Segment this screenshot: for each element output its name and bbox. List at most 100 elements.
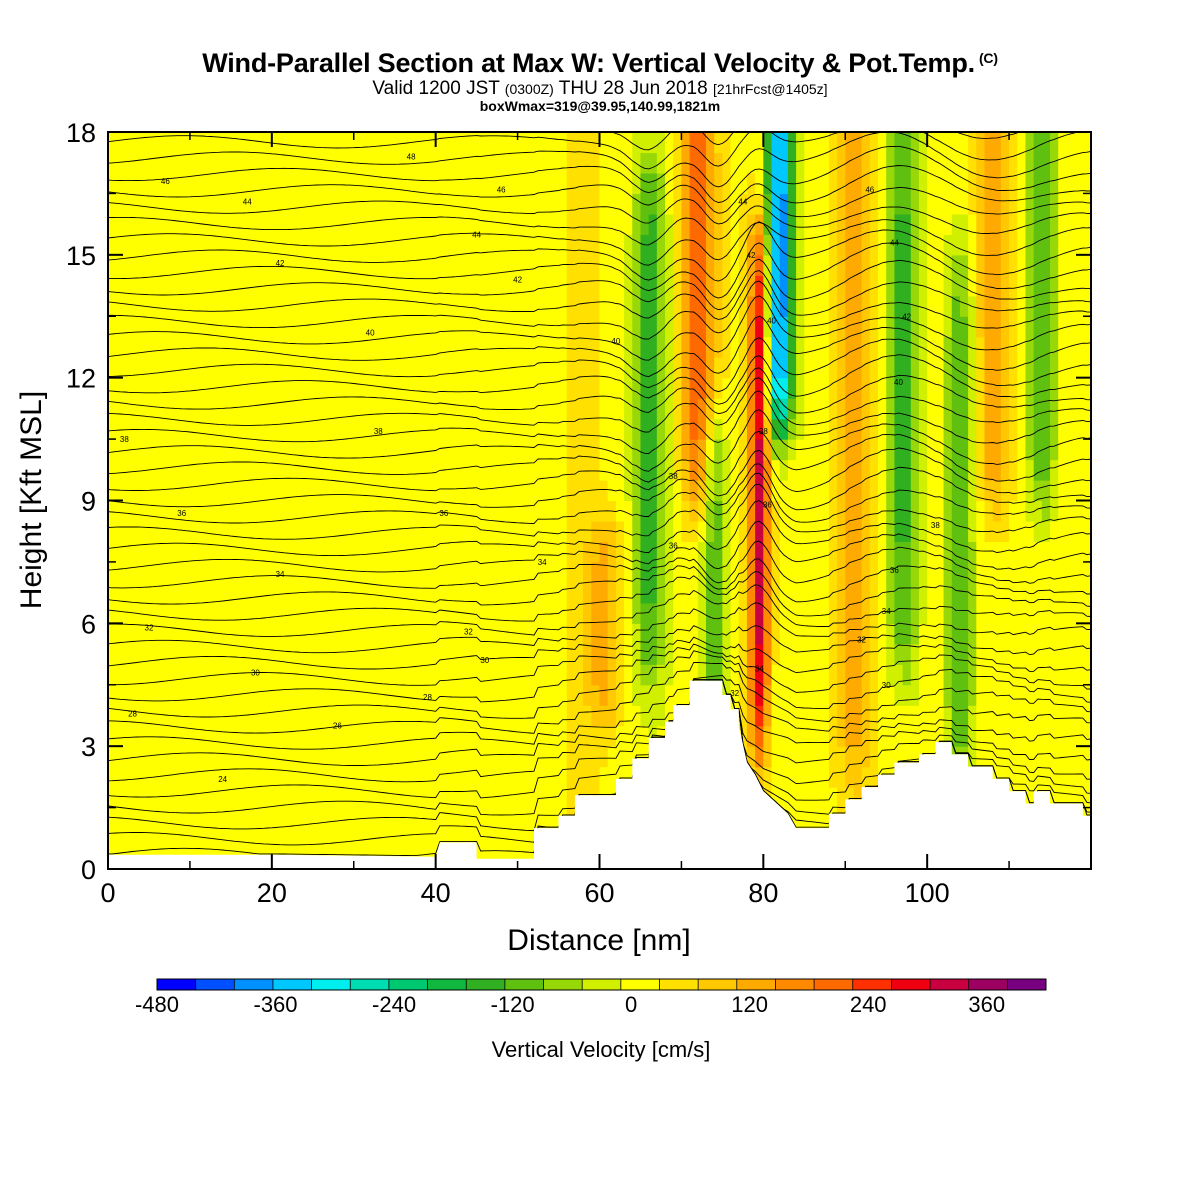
field-cell <box>230 275 240 297</box>
field-cell <box>443 541 453 563</box>
field-cell <box>452 746 461 768</box>
field-cell <box>738 213 748 235</box>
field-cell <box>755 725 764 747</box>
field-cell <box>435 132 445 154</box>
field-cell <box>943 459 953 481</box>
field-cell <box>460 828 470 850</box>
field-cell <box>255 254 265 276</box>
svg-text:38: 38 <box>669 472 678 481</box>
field-cell <box>558 787 568 809</box>
field-cell <box>181 725 191 747</box>
field-cell <box>1017 623 1027 645</box>
field-cell <box>124 213 134 235</box>
field-cell <box>173 439 183 461</box>
field-cell <box>214 459 224 481</box>
field-cell <box>173 357 183 379</box>
field-cell <box>361 336 371 358</box>
field-cell <box>1017 664 1027 686</box>
field-cell <box>771 746 781 768</box>
field-cell <box>943 684 953 706</box>
field-cell <box>148 643 158 665</box>
field-cell <box>591 172 601 195</box>
field-cell <box>296 787 306 809</box>
field-cell <box>198 766 207 788</box>
field-cell <box>828 705 838 727</box>
field-cell <box>976 500 986 522</box>
field-cell <box>370 582 379 604</box>
field-cell <box>230 234 240 256</box>
field-cell <box>247 746 257 768</box>
field-cell <box>263 295 273 317</box>
field-cell <box>992 561 1002 583</box>
x-tick-label: 80 <box>748 878 778 908</box>
field-cell <box>378 234 388 256</box>
svg-text:34: 34 <box>882 607 891 616</box>
field-cell <box>402 418 412 440</box>
field-cell <box>320 418 330 440</box>
field-cell <box>910 377 920 399</box>
field-cell <box>533 172 543 195</box>
field-cell <box>411 377 420 399</box>
field-cell <box>345 172 355 195</box>
field-cell <box>648 602 658 624</box>
field-cell <box>894 213 904 235</box>
field-cell <box>288 398 298 420</box>
field-cell <box>370 787 379 809</box>
field-cell <box>419 725 429 747</box>
field-cell <box>1017 684 1027 706</box>
field-cell <box>427 541 437 563</box>
isentrope-label: 42 <box>513 275 522 284</box>
field-cell <box>509 275 519 297</box>
field-cell <box>435 746 445 768</box>
field-cell <box>468 357 478 379</box>
field-cell <box>1009 561 1018 583</box>
field-cell <box>820 275 830 297</box>
field-cell <box>255 541 265 563</box>
field-cell <box>108 254 117 276</box>
field-cell <box>804 541 814 563</box>
isentrope-line <box>108 219 1091 266</box>
field-cell <box>812 561 822 583</box>
field-cell <box>976 357 986 379</box>
field-cell <box>378 643 388 665</box>
field-cell <box>198 705 207 727</box>
field-cell <box>435 336 445 358</box>
field-cell <box>1050 213 1059 235</box>
field-cell <box>558 561 568 583</box>
field-cell <box>255 152 265 174</box>
field-cell <box>550 766 560 788</box>
field-cell <box>337 459 347 481</box>
field-cell <box>976 193 986 215</box>
field-cell <box>493 152 502 174</box>
field-cell <box>968 254 977 276</box>
field-cell <box>181 541 191 563</box>
field-cell <box>615 316 625 338</box>
field-cell <box>165 787 175 809</box>
field-cell <box>640 746 650 768</box>
field-cell <box>763 643 773 665</box>
field-cell <box>607 746 617 768</box>
field-cell <box>845 357 855 379</box>
field-cell <box>280 643 289 665</box>
field-cell <box>468 787 478 809</box>
field-cell <box>509 316 519 338</box>
field-cell <box>779 234 789 256</box>
field-cell <box>181 357 191 379</box>
field-cell <box>263 213 273 235</box>
colorbar-swatch <box>543 979 583 990</box>
svg-text:36: 36 <box>439 509 448 518</box>
field-cell <box>599 582 609 604</box>
field-cell <box>632 254 642 276</box>
field-cell <box>550 295 560 317</box>
field-cell <box>214 418 224 440</box>
field-cell <box>255 172 265 195</box>
field-cell <box>574 602 584 624</box>
field-cell <box>1025 132 1035 154</box>
field-cell <box>345 377 355 399</box>
field-cell <box>214 254 224 276</box>
field-cell <box>181 152 191 174</box>
field-cell <box>353 664 363 686</box>
field-cell <box>984 439 994 461</box>
field-cell <box>1000 480 1010 502</box>
field-cell <box>763 480 773 502</box>
